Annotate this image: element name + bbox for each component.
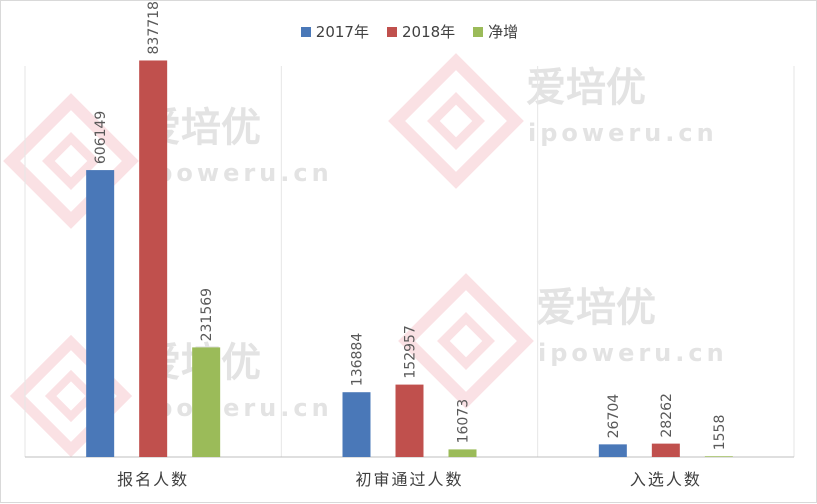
watermark-url-text: ipoweru.cn (528, 119, 718, 147)
legend-label-2017: 2017年 (315, 23, 369, 41)
legend-item-net: 净增 (473, 21, 518, 42)
bar-1-2 (651, 443, 680, 457)
data-label: 1558 (712, 415, 728, 451)
watermark-brand-text: 爱培优 (526, 65, 646, 111)
bar-2-1 (448, 449, 477, 457)
watermark-brand-text: 爱培优 (536, 285, 656, 331)
data-label: 837718 (146, 1, 162, 54)
legend-swatch-net (473, 26, 484, 37)
bar-2-2 (704, 456, 733, 457)
legend: 2017年 2018年 净增 (1, 21, 817, 42)
legend-swatch-2018 (386, 26, 397, 37)
x-tick-label: 初审通过人数 (355, 470, 463, 489)
data-label: 26704 (606, 394, 622, 439)
data-label: 606149 (93, 111, 109, 164)
data-label: 136884 (350, 333, 366, 387)
watermark-url-text: ipoweru.cn (538, 339, 728, 367)
data-label: 28262 (659, 393, 675, 438)
legend-swatch-2017 (300, 26, 311, 37)
watermark-logo (388, 53, 524, 189)
legend-label-net: 净增 (488, 23, 519, 41)
watermark-logo (398, 273, 534, 409)
legend-label-2018: 2018年 (401, 23, 456, 41)
bar-2-0 (192, 347, 221, 457)
bar-1-1 (395, 384, 424, 457)
data-label: 152957 (403, 325, 419, 378)
data-label: 231569 (199, 288, 215, 341)
bar-0-0 (86, 170, 115, 457)
bar-1-0 (139, 60, 168, 457)
data-label: 16073 (456, 399, 472, 444)
bar-0-2 (598, 444, 627, 457)
x-tick-label: 入选人数 (630, 470, 702, 489)
legend-item-2017: 2017年 (300, 21, 369, 42)
watermark-url-text: ipoweru.cn (143, 394, 333, 422)
watermark-url-text: ipoweru.cn (143, 159, 333, 187)
x-tick-label: 报名人数 (117, 470, 189, 489)
legend-item-2018: 2018年 (386, 21, 456, 42)
bar-0-1 (342, 392, 371, 457)
